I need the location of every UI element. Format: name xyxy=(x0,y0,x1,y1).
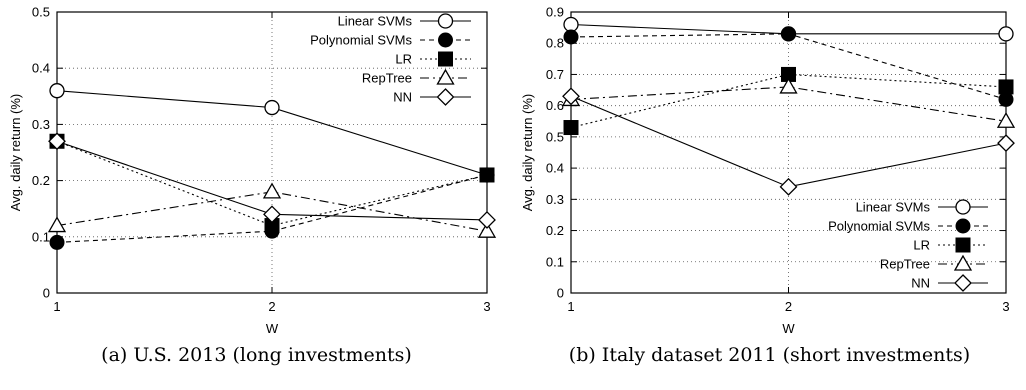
y-tick-label: 0 xyxy=(557,286,564,301)
chart-a-caption: (a) U.S. 2013 (long investments) xyxy=(101,344,412,366)
data-point xyxy=(996,111,1016,128)
series-lr xyxy=(563,66,1014,136)
legend-marker xyxy=(438,51,453,67)
y-tick-label: 0.2 xyxy=(546,223,564,238)
legend-label: Linear SVMs xyxy=(856,200,931,215)
y-tick-label: 0.4 xyxy=(32,61,50,76)
data-point xyxy=(47,216,67,233)
data-point xyxy=(264,99,280,116)
legend-label: RepTree xyxy=(880,257,930,272)
x-tick-label: 1 xyxy=(567,299,574,314)
legend-marker xyxy=(438,32,453,48)
legend-marker xyxy=(955,237,971,253)
data-point xyxy=(478,211,496,229)
x-axis-label: W xyxy=(782,321,795,336)
y-tick-label: 0.1 xyxy=(546,254,564,269)
chart-panel-a: 0 0.1 0.2 0.3 0.4 0.5 1 2 3 W Avg. daily return (%… xyxy=(8,5,497,366)
data-point xyxy=(48,132,66,151)
data-point xyxy=(49,234,65,250)
x-tick-label: 2 xyxy=(268,299,275,314)
y-tick-label: 0.3 xyxy=(546,192,564,207)
legend-label: Linear SVMs xyxy=(338,14,413,29)
y-tick-label: 0 xyxy=(43,286,50,301)
legend-label: LR xyxy=(913,238,930,253)
data-point xyxy=(49,83,65,99)
x-tick-label: 2 xyxy=(785,299,792,314)
legend-marker xyxy=(437,13,454,29)
data-point xyxy=(562,87,580,106)
legend: Linear SVMs Polynomial SVMs LR RepTree NN xyxy=(310,13,471,106)
legend: Linear SVMs Polynomial SVMs LR RepTree NN xyxy=(828,199,988,292)
legend-marker xyxy=(436,88,455,106)
data-point xyxy=(563,16,579,33)
y-tick-label: 0.7 xyxy=(546,67,564,82)
chart-panel-b: 0 0.1 0.2 0.3 0.4 0.5 0.6 0.7 0.8 0.9 1 2 3 W Avg. dai… xyxy=(513,0,1026,390)
chart-a-svg: 0 0.1 0.2 0.3 0.4 0.5 1 2 3 W Avg. daily return (%… xyxy=(8,5,497,336)
series-line xyxy=(570,95,1007,188)
series-line xyxy=(56,174,488,243)
x-tick-label: 3 xyxy=(483,299,490,314)
legend-label: RepTree xyxy=(362,71,412,86)
legend-label: LR xyxy=(395,52,412,67)
data-point xyxy=(781,26,796,42)
data-point xyxy=(997,134,1015,153)
y-tick-label: 0.9 xyxy=(546,5,564,20)
chart-b-caption: (b) Italy dataset 2011 (short investment… xyxy=(568,344,971,366)
y-tick-label: 0.4 xyxy=(546,161,564,176)
chart-b-svg: 0 0.1 0.2 0.3 0.4 0.5 0.6 0.7 0.8 0.9 1 2 3 W Avg. dai… xyxy=(520,5,1016,336)
data-point xyxy=(263,205,281,224)
legend-marker xyxy=(954,274,972,292)
plot-frame xyxy=(570,11,1007,294)
y-tick-label: 0.5 xyxy=(546,129,564,144)
data-point xyxy=(262,182,282,199)
data-point xyxy=(998,91,1014,107)
legend-label: NN xyxy=(393,90,412,105)
legend-label: NN xyxy=(911,276,930,291)
data-point xyxy=(779,77,798,94)
y-tick-label: 0.5 xyxy=(32,5,50,20)
data-point xyxy=(563,120,579,136)
legend-marker xyxy=(436,68,455,85)
series-nn xyxy=(48,132,496,229)
data-point xyxy=(477,221,497,238)
y-tick-label: 0.8 xyxy=(546,36,564,51)
legend-marker xyxy=(955,218,971,234)
data-point xyxy=(479,167,495,183)
x-tick-label: 3 xyxy=(1002,299,1009,314)
series-nn xyxy=(562,87,1015,196)
data-point xyxy=(563,29,579,45)
y-axis-label: Avg. daily return (%) xyxy=(520,94,535,212)
y-tick-label: 0.3 xyxy=(32,117,50,132)
legend-marker xyxy=(953,254,973,271)
y-axis-label: Avg. daily return (%) xyxy=(8,94,23,212)
data-point xyxy=(998,26,1014,42)
y-tick-label: 0.1 xyxy=(32,229,50,244)
y-tick-label: 0.6 xyxy=(546,98,564,113)
y-tick-label: 0.2 xyxy=(32,173,50,188)
data-point xyxy=(998,79,1014,95)
legend-label: Polynomial SVMs xyxy=(828,219,930,234)
legend-label: Polynomial SVMs xyxy=(310,33,412,48)
data-point xyxy=(779,177,798,196)
legend-marker xyxy=(955,199,971,215)
series-polynomial-svms xyxy=(563,26,1014,107)
plot-frame xyxy=(56,11,488,294)
x-axis-label: W xyxy=(266,321,279,336)
x-tick-label: 1 xyxy=(53,299,60,314)
